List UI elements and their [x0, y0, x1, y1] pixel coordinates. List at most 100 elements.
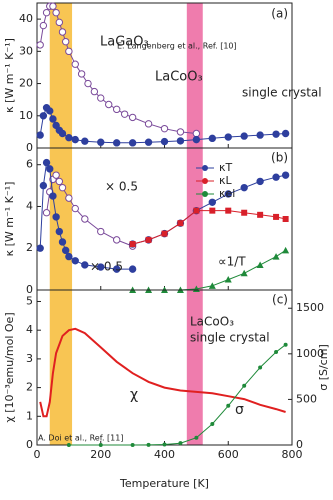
marker	[144, 120, 153, 128]
y-tick-label: 0	[26, 438, 33, 451]
marker	[58, 183, 67, 192]
y-tick-label: 4	[26, 323, 33, 336]
marker	[146, 442, 151, 447]
y-tick-label: 0	[26, 283, 33, 296]
y-tick-label: 2	[26, 241, 33, 254]
marker	[71, 204, 79, 213]
y-tick-label: 5	[26, 294, 33, 307]
annotation: single crystal	[242, 86, 322, 100]
marker	[55, 177, 64, 186]
marker	[71, 60, 79, 68]
marker	[129, 241, 136, 248]
marker	[258, 365, 263, 370]
marker	[105, 100, 113, 109]
y-axis-label: κ [W m⁻¹ K⁻¹]	[3, 38, 16, 113]
annotation: LaCoO₃	[190, 315, 234, 329]
marker	[272, 130, 280, 138]
marker	[273, 213, 280, 220]
marker	[256, 131, 264, 139]
marker	[49, 115, 57, 123]
marker	[176, 128, 185, 136]
marker	[112, 236, 121, 244]
y-tick-label: 1	[26, 409, 33, 422]
y2-tick-label: 0	[296, 438, 303, 451]
annotation: ∝1/T	[218, 255, 246, 269]
marker	[274, 350, 279, 354]
marker	[97, 94, 105, 102]
marker	[162, 442, 167, 447]
marker	[52, 171, 60, 179]
y-tick-label: 10	[19, 109, 33, 122]
marker	[240, 183, 248, 192]
marker	[81, 137, 89, 145]
marker	[193, 207, 200, 214]
marker	[39, 112, 48, 120]
marker	[128, 113, 137, 122]
annotation: (a)	[271, 7, 288, 21]
marker	[256, 177, 264, 186]
marker	[71, 135, 79, 144]
marker	[49, 192, 57, 200]
marker	[66, 443, 71, 447]
marker	[256, 261, 264, 268]
marker	[130, 443, 135, 447]
y2-tick-label: 1500	[296, 301, 324, 314]
marker	[192, 129, 201, 138]
marker	[224, 133, 232, 141]
marker	[241, 209, 248, 216]
annotation: × 0.5	[105, 180, 138, 194]
marker	[36, 41, 44, 49]
marker	[160, 137, 169, 146]
x-tick-label: 0	[34, 448, 41, 461]
marker	[49, 2, 57, 10]
marker	[178, 441, 183, 446]
marker	[240, 269, 248, 277]
marker	[257, 211, 264, 218]
marker	[120, 110, 129, 118]
marker	[58, 129, 67, 138]
marker	[112, 105, 121, 114]
marker	[61, 37, 70, 46]
y-axis-label: κ [W m⁻¹ K⁻¹]	[3, 182, 16, 257]
marker	[112, 265, 121, 273]
y-axis-label: χ [10⁻³emu/mol Oe]	[3, 312, 16, 422]
marker	[97, 227, 105, 236]
band-pink	[186, 3, 203, 445]
marker	[112, 139, 121, 147]
series-label: LaGaO₃	[100, 35, 149, 50]
marker	[281, 171, 290, 179]
x-tick-label: 600	[218, 448, 239, 461]
legend-marker	[202, 165, 208, 171]
marker	[81, 261, 89, 269]
y-tick-label: 3	[26, 352, 33, 365]
marker	[128, 265, 137, 273]
y2-axis-label: σ [S/cm]	[317, 344, 330, 391]
marker	[65, 194, 73, 202]
y-tick-label: 30	[19, 44, 33, 57]
marker	[272, 173, 280, 181]
marker	[98, 443, 103, 447]
y2-tick-label: 1000	[296, 347, 324, 360]
marker	[210, 422, 215, 427]
x-tick-label: 200	[90, 448, 111, 461]
y-tick-label: 20	[19, 77, 33, 90]
marker	[42, 158, 51, 167]
marker	[208, 282, 216, 289]
marker	[209, 207, 216, 214]
marker	[65, 47, 73, 56]
marker	[65, 252, 73, 261]
marker	[144, 138, 153, 146]
marker	[55, 18, 64, 27]
plot-frame	[36, 289, 293, 446]
marker	[160, 124, 169, 133]
series-line	[132, 174, 286, 245]
annotation: single crystal	[190, 331, 270, 345]
marker	[224, 276, 232, 283]
marker	[161, 230, 168, 237]
marker	[81, 215, 89, 223]
marker	[192, 135, 201, 144]
marker	[61, 246, 70, 255]
marker	[65, 133, 73, 142]
marker	[176, 137, 185, 145]
y-tick-label: 40	[19, 12, 33, 25]
